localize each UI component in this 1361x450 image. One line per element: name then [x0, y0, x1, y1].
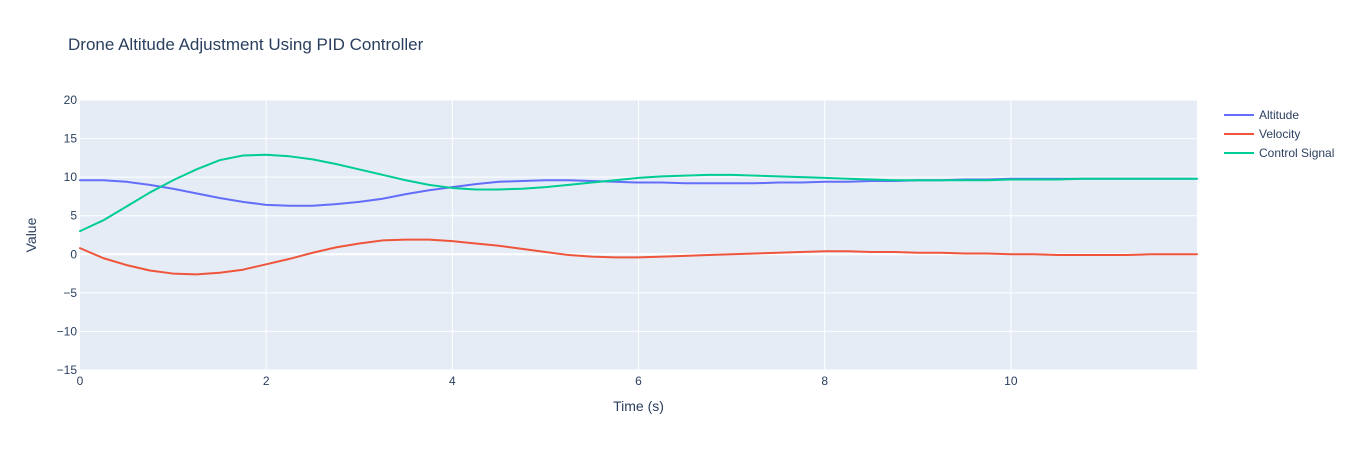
- legend-item-velocity[interactable]: Velocity: [1224, 127, 1300, 141]
- legend-item-control-signal[interactable]: Control Signal: [1224, 146, 1334, 160]
- y-tick-label: 5: [70, 209, 77, 223]
- legend: Altitude Velocity Control Signal: [1224, 108, 1334, 160]
- x-tick-label: 4: [449, 374, 456, 388]
- y-tick-label: 10: [64, 170, 78, 184]
- x-tick-label: 8: [821, 374, 828, 388]
- series-line-control-signal: [79, 153, 1198, 233]
- y-tick-label: −15: [57, 363, 78, 377]
- chart-title: Drone Altitude Adjustment Using PID Cont…: [68, 35, 424, 54]
- x-tick-label: 2: [263, 374, 270, 388]
- y-tick-label: 0: [70, 247, 77, 261]
- legend-item-altitude[interactable]: Altitude: [1224, 108, 1299, 122]
- y-tick-label: −10: [57, 324, 78, 338]
- legend-label: Altitude: [1259, 108, 1299, 122]
- x-tick-label: 6: [635, 374, 642, 388]
- x-axis-title: Time (s): [613, 398, 664, 414]
- y-tick-label: −5: [63, 286, 77, 300]
- series-lines: [79, 153, 1198, 276]
- x-tick-label: 10: [1004, 374, 1018, 388]
- y-axis-title: Value: [23, 217, 39, 252]
- series-line-velocity: [79, 238, 1198, 276]
- y-tick-label: 15: [64, 132, 78, 146]
- y-tick-label: 20: [64, 93, 78, 107]
- tick-labels: 0 2 4 6 8 10 −15 −10 −5 0 5 10 15 20: [57, 93, 1018, 388]
- legend-label: Control Signal: [1259, 146, 1334, 160]
- legend-label: Velocity: [1259, 127, 1300, 141]
- x-tick-label: 0: [77, 374, 84, 388]
